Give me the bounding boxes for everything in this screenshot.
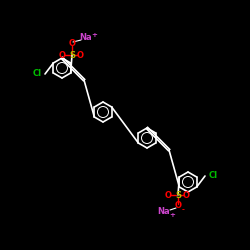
Text: O: O [164,190,172,200]
Text: O: O [58,50,66,59]
Text: Cl: Cl [32,70,42,78]
Text: S: S [175,190,181,200]
Text: S: S [69,50,75,59]
Text: Cl: Cl [208,172,218,180]
Text: O: O [182,190,190,200]
Text: O: O [68,40,75,48]
Text: Na: Na [80,34,92,42]
Text: O: O [174,202,182,210]
Text: Na: Na [158,208,170,216]
Text: O: O [76,50,84,59]
Text: -: - [182,207,184,213]
Text: +: + [91,32,97,38]
Text: +: + [169,212,175,218]
